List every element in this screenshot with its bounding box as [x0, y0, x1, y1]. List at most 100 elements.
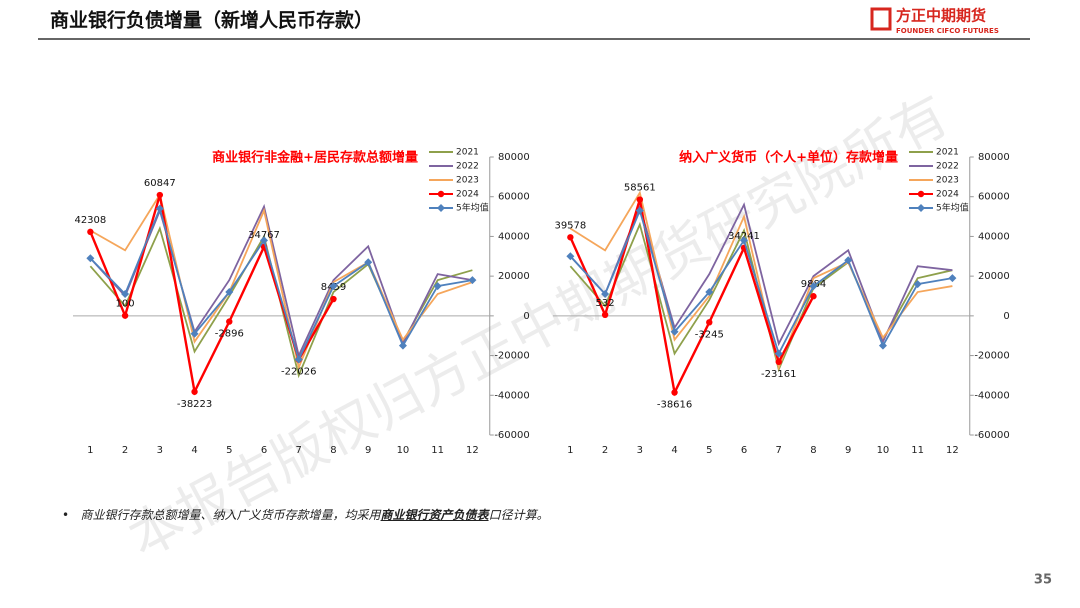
- x-tick-label: 4: [191, 445, 197, 456]
- y-tick-label: 40000: [498, 231, 530, 242]
- logo-text: 方正中期期货: [896, 7, 986, 25]
- series-line: [89, 205, 473, 363]
- point-marker: [705, 288, 714, 297]
- point-marker: [437, 204, 445, 212]
- data-label: -38223: [177, 399, 212, 410]
- point-marker: [156, 191, 164, 199]
- point-marker: [913, 280, 922, 289]
- point-marker: [601, 311, 609, 319]
- point-marker: [809, 282, 818, 291]
- y-tick-label: -40000: [974, 390, 1009, 401]
- x-tick-label: 3: [637, 445, 643, 456]
- series-line: [89, 192, 473, 371]
- point-marker: [121, 290, 130, 299]
- x-tick-label: 1: [567, 445, 573, 456]
- point-marker: [121, 312, 129, 319]
- data-label: 39578: [554, 220, 586, 231]
- y-tick-label: 20000: [498, 271, 530, 282]
- point-marker: [190, 329, 199, 338]
- x-tick-label: 11: [911, 445, 924, 456]
- x-tick-label: 8: [810, 445, 816, 456]
- point-marker: [468, 276, 477, 285]
- note-text: 口径计算。: [488, 508, 549, 522]
- point-marker: [433, 282, 442, 291]
- y-tick-label: 60000: [978, 192, 1010, 203]
- legend-label: 2022: [456, 162, 479, 172]
- point-marker: [260, 236, 269, 245]
- x-tick-label: 9: [845, 445, 851, 456]
- point-marker: [87, 228, 94, 236]
- point-marker: [917, 204, 925, 212]
- point-marker: [398, 341, 407, 350]
- data-label: 34241: [728, 231, 760, 242]
- point-marker: [670, 327, 679, 336]
- y-tick-label: 60000: [498, 192, 530, 203]
- y-tick-label: 40000: [978, 231, 1010, 242]
- x-tick-label: 6: [261, 445, 267, 456]
- x-tick-label: 7: [776, 445, 782, 456]
- point-marker: [364, 258, 373, 267]
- x-tick-label: 1: [87, 445, 93, 456]
- chart-title: 纳入广义货币（个人+单位）存款增量: [679, 150, 898, 166]
- point-marker: [330, 295, 337, 303]
- data-label: 58561: [624, 183, 656, 194]
- point-marker: [566, 252, 575, 261]
- data-label: 42308: [74, 215, 106, 226]
- y-tick-label: -20000: [974, 351, 1009, 362]
- legend-label: 2024: [456, 190, 479, 200]
- y-tick-label: -40000: [494, 390, 529, 401]
- y-tick-label: -60000: [494, 430, 529, 441]
- point-marker: [226, 318, 233, 325]
- x-tick-label: 8: [330, 445, 336, 456]
- point-marker: [774, 349, 783, 358]
- x-tick-label: 6: [741, 445, 747, 456]
- data-label: -3245: [695, 329, 724, 340]
- data-label: -38616: [657, 400, 692, 411]
- point-marker: [567, 234, 574, 241]
- series-line: [569, 207, 953, 356]
- series-line: [569, 199, 815, 397]
- point-marker: [706, 319, 713, 326]
- x-tick-label: 5: [706, 445, 712, 456]
- x-tick-label: 9: [365, 445, 371, 456]
- y-tick-label: 80000: [978, 152, 1010, 163]
- point-marker: [878, 341, 887, 350]
- point-marker: [775, 358, 782, 366]
- x-tick-label: 3: [157, 445, 163, 456]
- x-tick-label: 4: [671, 445, 677, 456]
- legend-label: 5年均值: [456, 202, 489, 214]
- data-label: -23161: [761, 369, 796, 380]
- x-tick-label: 10: [877, 445, 890, 456]
- x-tick-label: 11: [431, 445, 444, 456]
- data-label: -2896: [215, 329, 244, 340]
- legend-label: 2023: [936, 176, 959, 186]
- y-tick-label: 20000: [978, 271, 1010, 282]
- note-text: 商业银行存款总额增量、纳入广义货币存款增量，均采用: [80, 508, 381, 522]
- point-marker: [601, 290, 610, 299]
- point-marker: [917, 190, 925, 198]
- point-marker: [329, 282, 338, 291]
- footnote: • 商业银行存款总额增量、纳入广义货币存款增量，均采用商业银行资产负债表口径计算…: [62, 506, 549, 523]
- legend-label: 2023: [456, 176, 479, 186]
- series-line: [89, 203, 473, 359]
- x-tick-label: 12: [466, 445, 479, 456]
- x-tick-label: 12: [946, 445, 959, 456]
- data-label: 34767: [248, 230, 280, 241]
- y-tick-label: -60000: [974, 430, 1009, 441]
- chart-title: 商业银行非金融+居民存款总额增量: [212, 150, 418, 166]
- legend-label: 5年均值: [936, 202, 969, 214]
- data-label: 100: [116, 299, 135, 310]
- x-tick-label: 10: [397, 445, 410, 456]
- point-marker: [191, 388, 198, 395]
- legend-label: 2022: [936, 162, 959, 172]
- x-tick-label: 7: [296, 445, 302, 456]
- x-tick-label: 5: [226, 445, 232, 456]
- point-marker: [86, 254, 95, 263]
- note-bold: 商业银行资产负债表: [380, 508, 489, 522]
- y-tick-label: -20000: [494, 351, 529, 362]
- legend-label: 2024: [936, 190, 959, 200]
- point-marker: [636, 196, 644, 203]
- point-marker: [844, 256, 853, 265]
